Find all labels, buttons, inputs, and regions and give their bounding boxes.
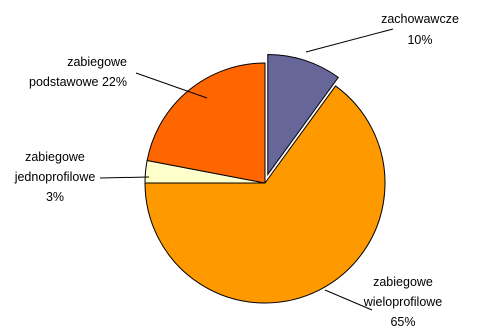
leader-line-podstawowe [135, 72, 208, 99]
slice-label-line: zabiegowe [25, 150, 85, 164]
slice-label-line: wieloprofilowe [363, 295, 443, 309]
slice-label-line: zabiegowe [373, 275, 433, 289]
pie-slice-wieloprofilowe [144, 85, 386, 304]
slice-label-podstawowe: zabiegowe podstawowe 22% [29, 55, 127, 89]
slice-label-jednoprofilowe: zabiegowe jednoprofilowe 3% [14, 150, 96, 204]
slice-label-line: podstawowe 22% [29, 75, 127, 89]
pie-slices [144, 53, 386, 304]
slice-label-line: 3% [46, 190, 64, 204]
label-leader-lines [99, 28, 394, 311]
leader-line-zachowawcze [305, 28, 394, 53]
slice-label-line: jednoprofilowe [14, 170, 96, 184]
slice-label-line: zachowawcze [381, 12, 459, 26]
leader-line-jednoprofilowe [99, 176, 150, 179]
slice-label-line: 10% [407, 33, 432, 47]
pie-slice-zachowawcze [267, 53, 340, 176]
pie-slice-podstawowe [146, 62, 266, 184]
slice-label-zachowawcze: zachowawcze 10% [381, 12, 459, 47]
slice-label-wieloprofilowe: zabiegowe wieloprofilowe 65% [363, 275, 443, 329]
leader-line-wieloprofilowe [324, 289, 373, 311]
slice-label-line: 65% [390, 315, 415, 329]
slice-label-line: zabiegowe [67, 55, 127, 69]
slice-labels: zachowawcze 10% zabiegowe wieloprofilowe 65%… [14, 12, 459, 329]
